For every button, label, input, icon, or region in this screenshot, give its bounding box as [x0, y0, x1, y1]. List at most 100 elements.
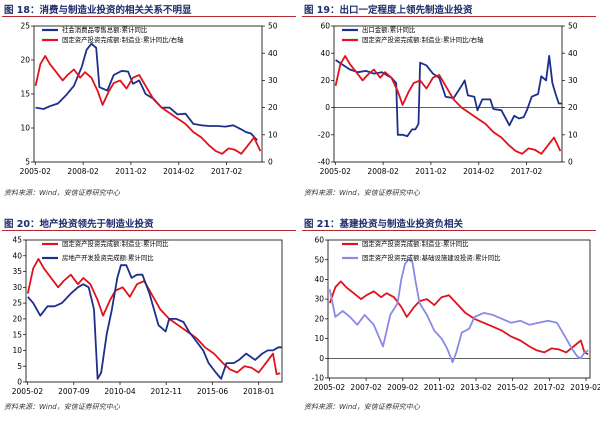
y-tick-label-left: 20 — [12, 314, 22, 323]
x-tick-label: 2014-02 — [463, 167, 495, 176]
y-tick-label-left: 10 — [314, 334, 324, 343]
x-tick-label: 2007-02 — [350, 383, 382, 392]
x-tick-label: 2011-02 — [415, 167, 447, 176]
series-line-1 — [335, 55, 562, 138]
source-note: 资料来源：Wind，安信证券研究中心 — [4, 189, 120, 197]
y-tick-label-left: 0 — [17, 378, 22, 387]
legend-label: 固定资产投资完成额:制造业:累计同比/右轴 — [362, 35, 484, 44]
y-tick-label-left: 20 — [320, 76, 330, 85]
y-tick-label-right: 40 — [568, 49, 578, 58]
x-tick-label: 2008-02 — [367, 167, 399, 176]
x-tick-label: 2005-02 — [314, 383, 346, 392]
y-tick-label-left: 30 — [314, 295, 324, 304]
x-tick-label: 2015-02 — [497, 383, 529, 392]
y-tick-label-right: 0 — [268, 158, 273, 167]
x-tick-label: 2009-02 — [387, 383, 419, 392]
x-tick-label: 2008-02 — [67, 167, 99, 176]
plot-frame — [327, 239, 591, 379]
y-tick-label-right: 40 — [268, 49, 278, 58]
chart-21-plot: -10 0 10 20 30 40 50 60 2005-02 2007-02 2009-02 201… — [312, 236, 600, 392]
x-tick-label: 2012-11 — [151, 387, 183, 396]
chart-20-plot: 0 5 10 15 20 25 30 35 40 45 2005-02 2007-09 2010-04 2… — [12, 236, 283, 396]
chart-panel-21: 图 21：基建投资与制造业投资负相关 -10 0 10 20 30 40 50 60 2005-… — [300, 214, 600, 428]
x-tick-label: 2014-02 — [163, 167, 195, 176]
title-rule — [2, 16, 296, 17]
x-tick-label: 2005-02 — [12, 387, 44, 396]
legend-label: 固定资产投资完成额:制造业:累计同比 — [62, 239, 169, 248]
y-tick-label-left: 60 — [314, 236, 324, 245]
y-tick-label-left: 5 — [17, 362, 22, 371]
y-tick-label-right: 20 — [268, 103, 278, 112]
x-tick-label: 2017-02 — [211, 167, 243, 176]
series-line-2 — [334, 55, 562, 155]
y-tick-label-left: 15 — [20, 90, 30, 99]
y-tick-label-right: 0 — [568, 158, 573, 167]
y-tick-label-left: 25 — [20, 22, 30, 31]
chart-title: 图 19：出口一定程度上领先制造业投资 — [304, 5, 473, 16]
x-tick-label: 2011-02 — [115, 167, 147, 176]
source-note: 资料来源：Wind，安信证券研究中心 — [304, 189, 420, 197]
y-tick-label-left: -10 — [312, 374, 324, 383]
series-line-1 — [328, 280, 589, 356]
chart-panel-18: 图 18：消费与制造业投资的相关关系不明显 5 10 15 20 25 0 10 20 30 40… — [0, 0, 300, 214]
y-tick-label-left: 10 — [20, 124, 30, 133]
y-tick-label-left: 20 — [20, 56, 30, 65]
y-tick-label-right: 10 — [568, 130, 578, 139]
y-tick-label-left: 10 — [12, 346, 22, 355]
series-line-2 — [27, 264, 282, 380]
legend-label: 房地产开发投资完成额:累计同比 — [62, 253, 154, 262]
series-line-2 — [34, 55, 262, 155]
y-tick-label-left: 40 — [320, 49, 330, 58]
x-tick-label: 2007-09 — [58, 387, 90, 396]
plot-frame — [25, 239, 283, 383]
x-tick-label: 2018-01 — [243, 387, 275, 396]
chart-panel-19: 图 19：出口一定程度上领先制造业投资 -40 -20 0 20 40 60 0 10 20 30… — [300, 0, 600, 214]
chart-title: 图 18：消费与制造业投资的相关关系不明显 — [4, 5, 192, 16]
chart-19-plot: -40 -20 0 20 40 60 0 10 20 30 40 50 2005-02 2008-02 20… — [318, 22, 578, 176]
y-tick-label-left: 5 — [25, 158, 30, 167]
x-tick-label: 2010-04 — [104, 387, 136, 396]
legend-label: 固定资产投资完成额:基础设施建设投资:累计同比 — [362, 253, 501, 262]
y-tick-label-right: 50 — [568, 22, 578, 31]
y-tick-label-right: 10 — [268, 130, 278, 139]
x-tick-label: 2019-02 — [570, 383, 600, 392]
y-tick-label-left: 20 — [314, 314, 324, 323]
y-tick-label-right: 30 — [268, 76, 278, 85]
title-rule — [302, 230, 596, 231]
y-tick-label-right: 30 — [568, 76, 578, 85]
legend-label: 出口金额:累计同比 — [362, 25, 416, 34]
y-tick-label-right: 20 — [568, 103, 578, 112]
y-tick-label-left: 0 — [325, 103, 330, 112]
y-tick-label-left: -20 — [318, 130, 330, 139]
y-tick-label-left: 40 — [314, 275, 324, 284]
legend-label: 固定资产投资完成额:制造业:累计同比/右轴 — [62, 35, 184, 44]
series-line-1 — [35, 42, 258, 141]
chart-panel-20: 图 20：地产投资领先于制造业投资 0 5 10 15 20 25 30 35 40 45 2005… — [0, 214, 300, 428]
legend-label: 社会消费品零售总额:累计同比 — [62, 25, 148, 34]
y-tick-label-left: -40 — [318, 158, 330, 167]
x-tick-label: 2013-02 — [460, 383, 492, 392]
y-tick-label-right: 50 — [268, 22, 278, 31]
plot-frame — [333, 25, 563, 163]
chart-18-plot: 5 10 15 20 25 0 10 20 30 40 50 2005-02 2008-02 2011-0… — [20, 22, 278, 176]
title-rule — [302, 16, 596, 17]
y-tick-label-left: 30 — [12, 283, 22, 292]
y-tick-label-left: 50 — [314, 255, 324, 264]
title-rule — [2, 230, 296, 231]
x-tick-label: 2005-02 — [320, 167, 352, 176]
x-tick-label: 2017-02 — [534, 383, 566, 392]
chart-title: 图 20：地产投资领先于制造业投资 — [4, 219, 154, 230]
chart-title: 图 21：基建投资与制造业投资负相关 — [304, 219, 464, 230]
x-tick-label: 2015-06 — [197, 387, 229, 396]
y-tick-label-left: 40 — [12, 251, 22, 260]
x-tick-label: 2011-02 — [424, 383, 456, 392]
source-note: 资料来源：Wind，安信证券研究中心 — [4, 403, 120, 411]
y-tick-label-left: 25 — [12, 299, 22, 308]
source-note: 资料来源：Wind，安信证券研究中心 — [304, 403, 420, 411]
legend-label: 固定资产投资完成额:制造业:累计同比 — [362, 239, 469, 248]
x-tick-label: 2005-02 — [20, 167, 52, 176]
x-tick-label: 2017-02 — [511, 167, 543, 176]
series-line-2 — [328, 258, 589, 364]
y-tick-label-left: 15 — [12, 330, 22, 339]
y-tick-label-left: 45 — [12, 236, 22, 245]
